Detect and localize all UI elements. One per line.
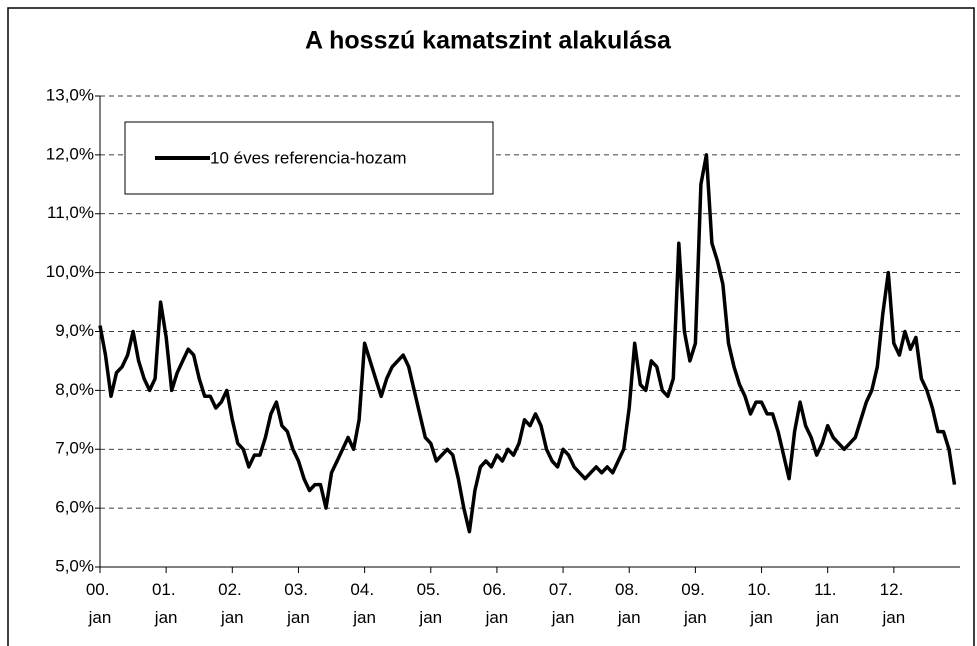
y-tick-label: 12,0%	[46, 144, 94, 163]
data-line	[98, 153, 957, 534]
y-tick-label: 6,0%	[55, 498, 94, 517]
y-tick-label: 8,0%	[55, 380, 94, 399]
x-tick-label: 11. jan	[814, 580, 841, 627]
x-tick-label: 12. jan	[880, 580, 908, 627]
x-tick-label: 08. jan	[615, 580, 643, 627]
x-tick-label: 01. jan	[152, 580, 180, 627]
legend-label: 10 éves referencia-hozam	[210, 148, 407, 167]
x-tick-label: 00. jan	[86, 580, 114, 627]
y-tick-label: 13,0%	[46, 85, 94, 104]
chart-frame	[7, 7, 975, 646]
x-tick-label: 05. jan	[417, 580, 445, 627]
x-tick-label: 02. jan	[218, 580, 246, 627]
x-tick-label: 04. jan	[350, 580, 378, 627]
x-tick-label: 09. jan	[681, 580, 709, 627]
y-tick-label: 10,0%	[46, 262, 94, 281]
x-tick-label: 07. jan	[549, 580, 577, 627]
y-tick-label: 5,0%	[55, 556, 94, 575]
y-tick-label: 7,0%	[55, 439, 94, 458]
x-tick-label: 10. jan	[747, 580, 775, 627]
y-tick-label: 9,0%	[55, 321, 94, 340]
y-tick-label: 11,0%	[47, 203, 94, 222]
x-tick-label: 06. jan	[483, 580, 511, 627]
x-tick-label: 03. jan	[284, 580, 312, 627]
chart-title: A hosszú kamatszint alakulása	[305, 27, 672, 55]
